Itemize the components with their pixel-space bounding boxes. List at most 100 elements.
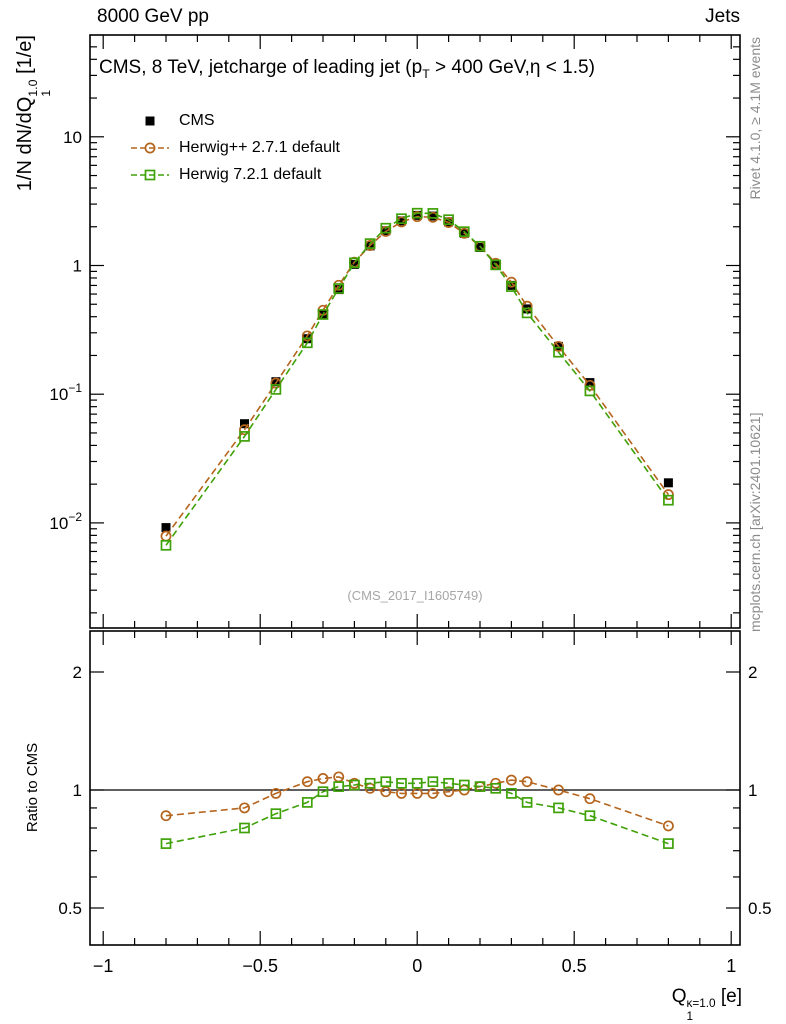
data-point (301, 776, 313, 788)
ratio-y-tick-label-right: 1 (748, 781, 757, 800)
y-main-sub: 1 (38, 89, 53, 97)
data-point (521, 776, 533, 788)
legend-item-herwig7: Herwig 7.2.1 default (130, 166, 340, 184)
y-axis-label-ratio: Ratio to CMS (24, 742, 41, 833)
main-y-tick-label: 1 (73, 257, 82, 276)
legend-item-herwigpp: Herwig++ 2.7.1 default (130, 139, 340, 157)
data-point (427, 208, 439, 219)
data-point (364, 238, 376, 249)
x-label-sup: κ=1.0 (686, 997, 716, 1011)
data-point (301, 337, 313, 349)
data-point (521, 307, 533, 319)
data-point (396, 787, 407, 799)
data-point (411, 787, 423, 799)
ratio-y-tick-label-right: 2 (748, 663, 757, 682)
main-y-tick-label: 10 (63, 128, 82, 147)
main-y-tick-label: 10−2 (49, 510, 82, 533)
main-series-herwigpp (160, 211, 674, 542)
data-point (663, 838, 674, 849)
data-point (585, 378, 595, 388)
main-series-herwig7 (160, 207, 674, 551)
y-axis-label-main: 1/N dN/dQ 1.0 1 [1/e] (14, 35, 53, 630)
open-square-icon (131, 169, 169, 181)
x-label-post: [e] (715, 986, 742, 1007)
data-point (161, 523, 171, 533)
ratio-y-tick-label-left: 0.5 (58, 899, 82, 918)
data-point (317, 786, 329, 798)
data-point (506, 281, 517, 292)
ratio-series-herwigpp (160, 771, 674, 832)
y-main-subsup: 1.0 1 (25, 79, 53, 97)
data-point (506, 788, 517, 799)
x-tick-label: −1 (93, 956, 114, 976)
data-point (240, 419, 249, 429)
data-point (349, 779, 360, 791)
data-point (364, 777, 376, 789)
data-point (521, 300, 533, 312)
data-point (553, 346, 564, 358)
data-point (584, 385, 596, 397)
ratio-panel-frame (89, 630, 741, 946)
data-point (380, 776, 392, 788)
data-point (584, 810, 596, 822)
data-point (427, 787, 439, 799)
y-main-sup: 1.0 (25, 79, 40, 97)
data-point (380, 786, 392, 798)
ratio-series-herwig7 (160, 776, 674, 849)
y-main-pre: 1/N dN/dQ (14, 96, 36, 192)
mcplots-credit-note: mcplots.cern.ch [arXiv:2401.10621] (747, 412, 763, 632)
data-point (490, 782, 502, 794)
data-point (239, 802, 250, 814)
ratio-y-tick-label-left: 1 (73, 781, 82, 800)
data-point (270, 787, 282, 799)
data-point (239, 431, 250, 442)
legend-label-herwigpp: Herwig++ 2.7.1 default (179, 139, 340, 156)
data-point (443, 214, 454, 226)
data-point (160, 810, 172, 822)
analysis-id-watermark: (CMS_2017_I1605749) (347, 588, 483, 603)
data-point (380, 222, 392, 234)
x-tick-label: 1 (726, 956, 736, 976)
x-tick-label: 0.5 (562, 956, 587, 976)
chart-root: −1 −0.5 0 0.5 1 10 1 10−1 10−2 2 2 1 1 0.5 0.5 (49, 34, 772, 976)
data-point (270, 384, 282, 395)
legend-item-cms: CMS (130, 112, 340, 130)
data-point (160, 838, 172, 849)
data-point (317, 309, 329, 320)
data-point (553, 784, 564, 796)
x-tick-label: −0.5 (242, 956, 278, 976)
data-point (301, 797, 313, 808)
plot-title-post: > 400 GeV,η < 1.5) (429, 57, 595, 78)
data-point (427, 776, 439, 788)
data-point (505, 774, 517, 786)
data-point (396, 213, 407, 225)
legend-marker-herwig7 (130, 167, 170, 183)
main-y-tick-label: 10−1 (49, 381, 82, 404)
beam-energy-label: 8000 GeV pp (97, 6, 209, 27)
data-point (663, 494, 674, 506)
data-point (333, 781, 345, 792)
ratio-y-tick-label-right: 0.5 (748, 899, 772, 918)
legend-marker-herwigpp (130, 140, 170, 156)
legend-label-herwig7: Herwig 7.2.1 default (179, 166, 322, 183)
legend: CMS Herwig++ 2.7.1 default Herwig 7.2.1 … (130, 112, 340, 184)
x-tick-label: 0 (412, 956, 422, 976)
data-point (662, 820, 674, 832)
x-label-sub: 1 (686, 1009, 694, 1023)
data-point (490, 259, 502, 271)
legend-marker-cms (130, 113, 170, 129)
data-point (553, 802, 564, 814)
ratio-y-tick-label-left: 2 (73, 663, 82, 682)
legend-label-cms: CMS (179, 112, 215, 129)
data-point (458, 226, 470, 238)
x-label-subsup: κ=1.0 1 (686, 997, 716, 1023)
data-point (474, 240, 486, 252)
data-point (458, 779, 470, 791)
data-point (428, 211, 438, 221)
plot-title: CMS, 8 TeV, jetcharge of leading jet (pT… (99, 57, 739, 81)
data-point (239, 822, 250, 834)
data-point (317, 773, 329, 784)
main-series-cms (161, 210, 673, 533)
